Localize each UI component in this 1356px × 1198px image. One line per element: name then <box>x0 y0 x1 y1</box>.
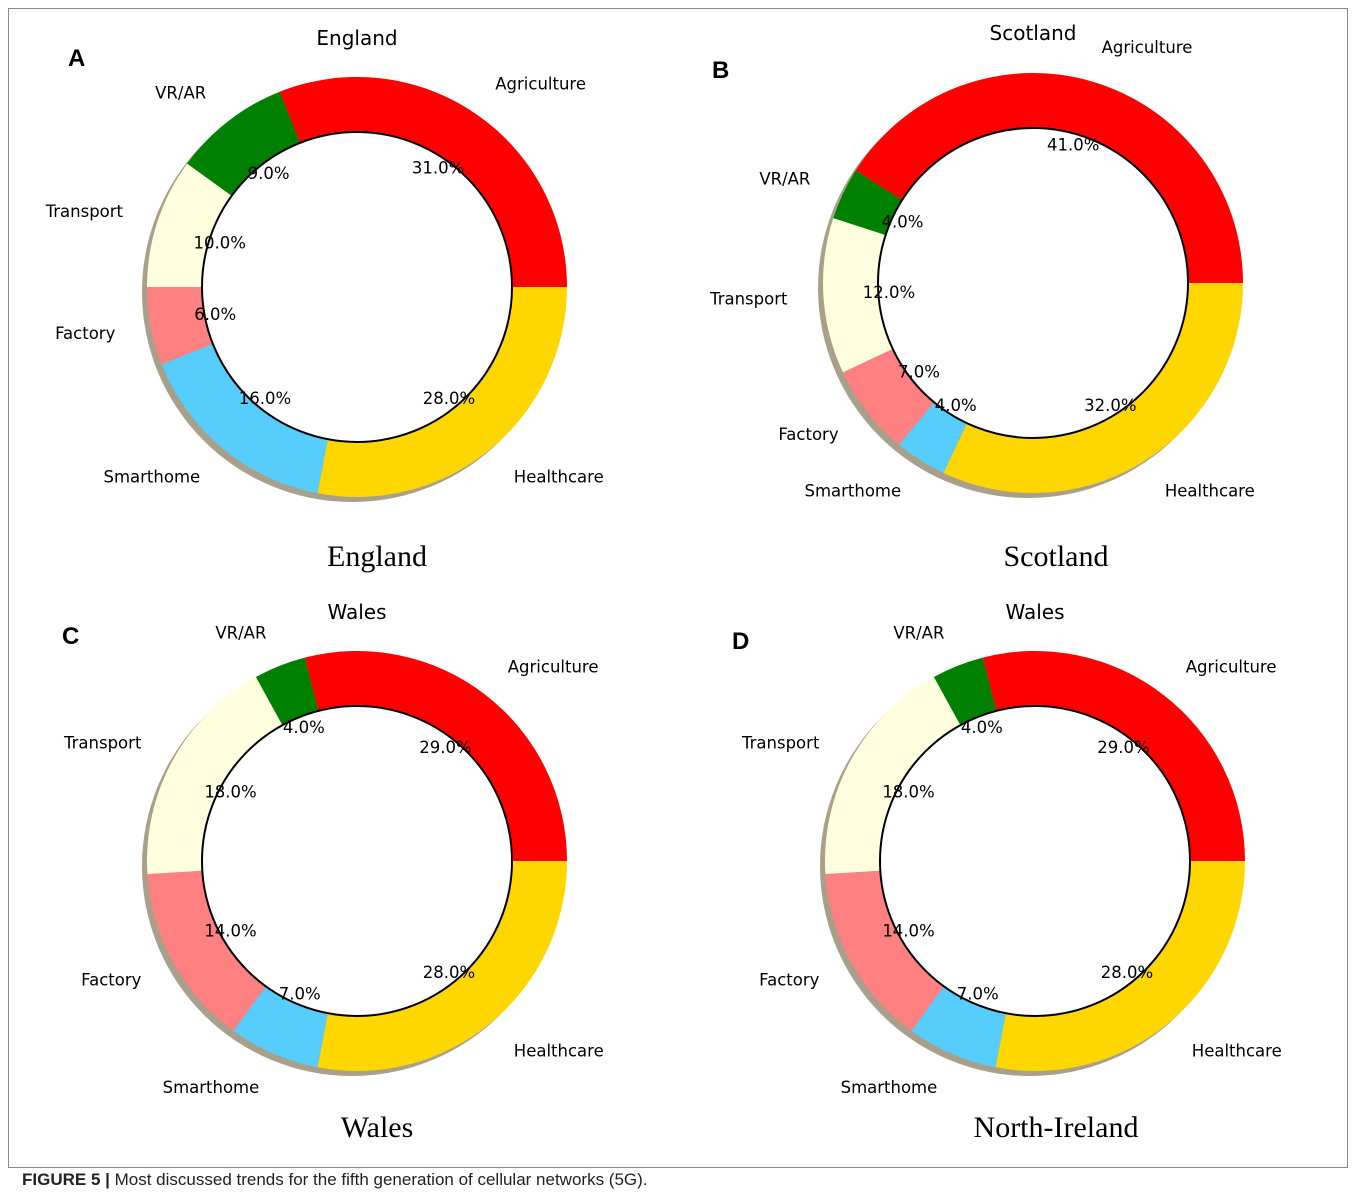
slice-healthcare <box>943 283 1243 493</box>
slice-healthcare <box>317 861 567 1071</box>
slice-label-factory: Factory <box>55 324 116 343</box>
panel-subtitle: Wales <box>341 1111 414 1144</box>
panel-subtitle: North-Ireland <box>974 1111 1139 1144</box>
pct-label-agriculture: 29.0% <box>419 738 471 757</box>
donut-panel-a: A England Agriculture VR/AR Transport Factory… <box>45 26 604 573</box>
slice-label-healthcare: Healthcare <box>514 1042 604 1061</box>
slice-label-transport: Transport <box>741 733 820 752</box>
pct-label-transport: 10.0% <box>194 233 246 252</box>
slice-smarthome <box>161 344 328 494</box>
pct-label-agriculture: 41.0% <box>1047 135 1099 154</box>
donut-panel-d: D Wales Agriculture VR/AR Transport Factory Sm… <box>732 600 1282 1144</box>
figure-caption: FIGURE 5 | Most discussed trends for the… <box>22 1170 648 1190</box>
slice-label-smarthome: Smarthome <box>804 482 901 501</box>
pct-label-vr-ar: 4.0% <box>283 718 325 737</box>
figure-frame <box>8 8 1348 1168</box>
caption-text: Most discussed trends for the fifth gene… <box>109 1170 648 1189</box>
slice-factory <box>825 870 944 1031</box>
slice-label-agriculture: Agriculture <box>1102 38 1193 57</box>
slice-smarthome <box>899 402 968 474</box>
donut-panel-b: B Scotland Agriculture VR/AR Transport Factor… <box>709 21 1255 573</box>
pct-label-agriculture: 29.0% <box>1097 738 1149 757</box>
slice-label-factory: Factory <box>759 971 820 990</box>
panel-subtitle: England <box>327 540 427 573</box>
slice-healthcare <box>317 287 567 497</box>
slice-label-healthcare: Healthcare <box>1192 1042 1282 1061</box>
slice-vr-ar <box>255 657 319 726</box>
pct-label-smarthome: 7.0% <box>957 984 999 1003</box>
slice-label-vr-ar: VR/AR <box>155 84 206 103</box>
slice-label-healthcare: Healthcare <box>514 468 604 487</box>
pct-label-transport: 12.0% <box>863 283 915 302</box>
donut-hole <box>877 127 1189 439</box>
pct-label-transport: 18.0% <box>204 782 256 801</box>
panel-letter: A <box>68 45 85 72</box>
slice-label-factory: Factory <box>778 425 839 444</box>
pct-label-vr-ar: 4.0% <box>881 213 923 232</box>
slice-factory <box>842 348 935 445</box>
slice-transport <box>824 676 961 875</box>
figure-canvas: A England Agriculture VR/AR Transport Factory… <box>45 21 1282 1144</box>
slice-label-transport: Transport <box>63 733 142 752</box>
panel-letter: C <box>62 623 79 650</box>
pct-label-factory: 7.0% <box>898 362 940 381</box>
pct-label-factory: 14.0% <box>882 922 934 941</box>
slice-agriculture <box>855 73 1243 284</box>
slice-label-agriculture: Agriculture <box>495 75 586 94</box>
slice-agriculture <box>304 651 567 861</box>
slice-vr-ar <box>933 657 997 726</box>
donut-panel-c: C Wales Agriculture VR/AR Transport Factory Sm… <box>62 600 604 1144</box>
pct-label-healthcare: 28.0% <box>423 389 475 408</box>
pct-label-healthcare: 28.0% <box>423 963 475 982</box>
pct-label-smarthome: 4.0% <box>935 396 977 415</box>
pct-label-transport: 18.0% <box>882 782 934 801</box>
slice-label-transport: Transport <box>709 289 788 308</box>
pct-label-smarthome: 16.0% <box>239 389 291 408</box>
slice-smarthome <box>233 986 328 1068</box>
pct-label-vr-ar: 9.0% <box>248 164 290 183</box>
slice-vr-ar <box>833 170 903 236</box>
chart-title: Wales <box>327 600 386 624</box>
slice-transport <box>146 676 283 875</box>
slice-label-vr-ar: VR/AR <box>893 623 944 642</box>
slice-label-vr-ar: VR/AR <box>759 169 810 188</box>
slice-healthcare <box>995 861 1245 1071</box>
slice-label-transport: Transport <box>45 202 124 221</box>
panel-letter: B <box>712 57 729 84</box>
slice-label-agriculture: Agriculture <box>508 658 599 677</box>
slice-label-vr-ar: VR/AR <box>215 623 266 642</box>
pct-label-smarthome: 7.0% <box>279 984 321 1003</box>
pct-label-healthcare: 32.0% <box>1084 396 1136 415</box>
chart-title: Wales <box>1005 600 1064 624</box>
slice-factory <box>147 287 213 365</box>
slice-transport <box>823 218 893 373</box>
pct-label-factory: 6.0% <box>194 305 236 324</box>
panel-subtitle: Scotland <box>1004 540 1109 573</box>
donut-hole <box>879 705 1191 1017</box>
caption-label: FIGURE 5 | <box>22 1170 110 1189</box>
pct-label-factory: 14.0% <box>204 922 256 941</box>
chart-title: England <box>316 26 397 50</box>
pct-label-agriculture: 31.0% <box>412 159 464 178</box>
slice-transport <box>147 163 232 287</box>
slice-label-agriculture: Agriculture <box>1186 658 1277 677</box>
pct-label-healthcare: 28.0% <box>1101 963 1153 982</box>
pct-label-vr-ar: 4.0% <box>961 718 1003 737</box>
donut-hole <box>201 705 513 1017</box>
slice-label-smarthome: Smarthome <box>163 1078 260 1097</box>
chart-title: Scotland <box>990 21 1077 45</box>
slice-label-smarthome: Smarthome <box>841 1078 938 1097</box>
slice-agriculture <box>982 651 1245 861</box>
slice-vr-ar <box>187 91 300 196</box>
slice-agriculture <box>279 77 567 288</box>
slice-label-healthcare: Healthcare <box>1165 482 1255 501</box>
slice-smarthome <box>911 986 1006 1068</box>
slice-factory <box>147 870 266 1031</box>
slice-label-smarthome: Smarthome <box>103 468 200 487</box>
panel-letter: D <box>732 628 749 655</box>
slice-label-factory: Factory <box>81 971 142 990</box>
donut-hole <box>201 131 513 443</box>
